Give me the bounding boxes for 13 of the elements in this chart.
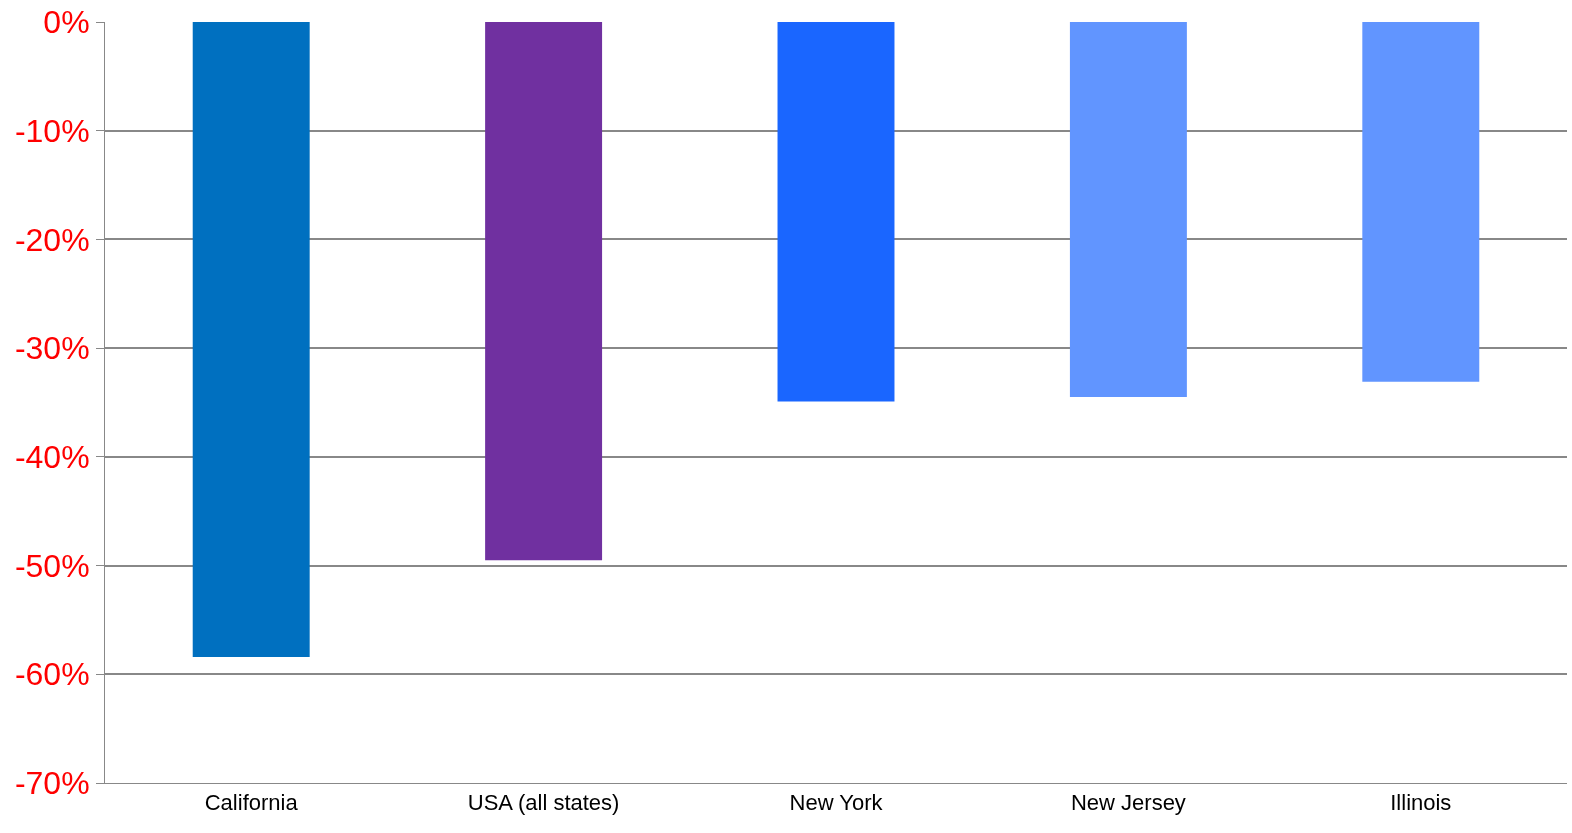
- y-tick-label: -30%: [14, 330, 90, 367]
- x-tick-label: New York: [789, 790, 884, 816]
- y-tick-label: -50%: [14, 547, 90, 584]
- x-tick-label: Illinois: [1390, 790, 1452, 816]
- x-tick-label: New Jersey: [1070, 790, 1186, 816]
- x-tick-label: USA (all states): [467, 790, 620, 816]
- y-tick-label: 0%: [43, 4, 90, 41]
- y-tick-label: -20%: [14, 221, 90, 258]
- y-tick-label: -60%: [14, 656, 90, 693]
- y-tick-label: -70%: [14, 765, 90, 802]
- y-tick-label: -40%: [14, 439, 90, 476]
- y-tick-label: -10%: [14, 112, 90, 149]
- x-tick-label: California: [204, 790, 299, 816]
